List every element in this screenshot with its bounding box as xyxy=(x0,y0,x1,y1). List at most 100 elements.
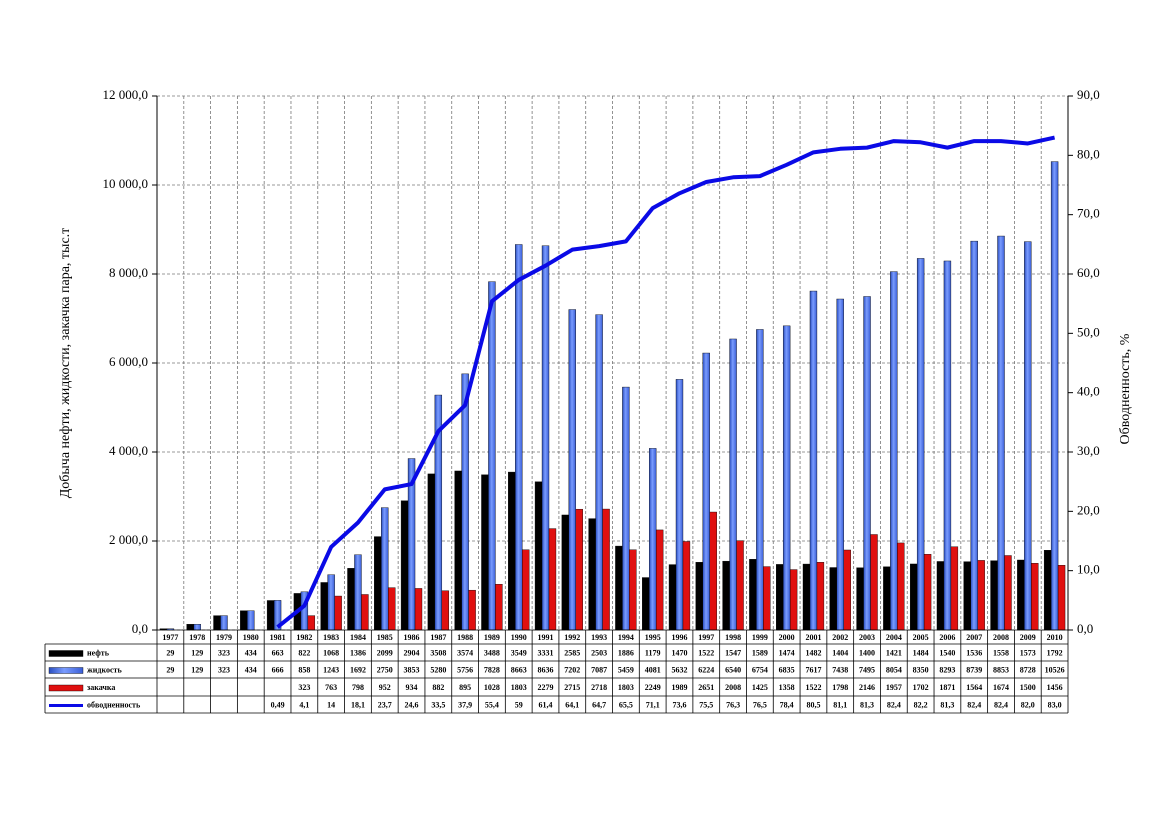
table-cell: 7495 xyxy=(859,665,875,674)
bar xyxy=(508,471,516,631)
x-tick-label: 2000 xyxy=(779,633,795,642)
x-tick-label: 1979 xyxy=(216,633,232,642)
table-cell: 2008 xyxy=(725,683,741,692)
bar xyxy=(963,561,971,631)
x-tick-label: 1985 xyxy=(377,633,393,642)
table-cell: 2904 xyxy=(404,648,420,657)
table-cell: 82,4 xyxy=(967,700,981,709)
table-cell: 2585 xyxy=(564,648,580,657)
y-axis-title: Добыча нефти, жидкости, закачка пара, ты… xyxy=(58,228,73,499)
table-cell: 7617 xyxy=(805,665,821,674)
bar xyxy=(709,511,717,631)
table-cell: 5756 xyxy=(457,665,473,674)
y-tick-label: 6 000,0 xyxy=(109,354,148,369)
bar xyxy=(649,448,657,631)
bar xyxy=(990,560,998,631)
table-cell: 6754 xyxy=(752,665,768,674)
bar xyxy=(414,588,423,631)
x-tick-label: 1981 xyxy=(270,633,286,642)
table-cell: 81,3 xyxy=(940,700,954,709)
table-cell: 1386 xyxy=(350,648,366,657)
table-cell: 7087 xyxy=(591,665,607,674)
table-cell: 82,4 xyxy=(994,700,1008,709)
bar xyxy=(361,594,369,631)
x-tick-label: 1993 xyxy=(591,633,607,642)
y-tick-label: 4 000,0 xyxy=(109,443,148,458)
table-cell: 129 xyxy=(191,665,203,674)
table-cell: 3488 xyxy=(484,648,500,657)
table-cell: 1470 xyxy=(671,648,687,657)
table-cell: 2503 xyxy=(591,648,607,657)
table-cell: 1484 xyxy=(913,648,929,657)
table-cell: 4081 xyxy=(645,665,661,674)
y2-tick-label: 80,0 xyxy=(1077,146,1100,161)
bar xyxy=(736,540,744,631)
bar xyxy=(909,563,918,631)
table-cell: 3549 xyxy=(511,648,527,657)
table-cell: 1028 xyxy=(484,683,500,692)
bar xyxy=(829,567,837,631)
table-cell: 7828 xyxy=(484,665,500,674)
y-tick-label: 0,0 xyxy=(132,621,148,636)
bar xyxy=(307,615,316,631)
x-tick-label: 1991 xyxy=(538,633,554,642)
bar xyxy=(977,560,985,631)
table-cell: 1400 xyxy=(859,648,875,657)
bar xyxy=(1024,241,1032,631)
bar xyxy=(756,329,764,631)
bar xyxy=(247,610,255,631)
bar xyxy=(890,271,898,631)
x-tick-label: 2007 xyxy=(966,633,982,642)
table-cell: 1589 xyxy=(752,648,768,657)
table-cell: 10526 xyxy=(1045,665,1065,674)
line xyxy=(276,135,1056,629)
table-cell: 1068 xyxy=(323,648,339,657)
bar xyxy=(193,624,201,631)
bar xyxy=(213,615,221,631)
x-tick-label: 1996 xyxy=(671,633,687,642)
bar xyxy=(568,309,576,631)
bar xyxy=(789,569,798,631)
table-cell: 434 xyxy=(245,648,257,657)
x-tick-label: 1984 xyxy=(350,633,366,642)
bar xyxy=(1031,563,1039,631)
bar xyxy=(702,352,710,631)
table-cell: 6224 xyxy=(698,665,714,674)
legend-label: жидкость xyxy=(87,665,122,674)
bar xyxy=(541,245,550,631)
bar xyxy=(749,559,757,631)
table-cell: 75,5 xyxy=(699,700,713,709)
table-cell: 76,3 xyxy=(726,700,740,709)
x-tick-label: 1986 xyxy=(404,633,420,642)
table-cell: 3853 xyxy=(404,665,420,674)
table-cell: 1886 xyxy=(618,648,634,657)
bar xyxy=(870,534,878,631)
table-cell: 80,5 xyxy=(806,700,820,709)
table-cell: 61,4 xyxy=(539,700,553,709)
bar xyxy=(897,542,905,631)
table-cell: 1702 xyxy=(913,683,929,692)
x-tick-label: 2003 xyxy=(859,633,875,642)
table-cell: 1474 xyxy=(779,648,795,657)
table-cell: 5280 xyxy=(430,665,446,674)
table-cell: 2099 xyxy=(377,648,393,657)
bar xyxy=(997,235,1005,631)
table-cell: 82,2 xyxy=(914,700,928,709)
table-cell: 76,5 xyxy=(753,700,767,709)
y2-tick-label: 50,0 xyxy=(1077,324,1100,339)
table-cell: 71,1 xyxy=(646,700,660,709)
bar xyxy=(802,563,811,631)
bar xyxy=(266,600,275,631)
x-tick-label: 1982 xyxy=(296,633,312,642)
table-cell: 55,4 xyxy=(485,700,499,709)
bar xyxy=(629,549,637,631)
bar xyxy=(1043,550,1052,631)
y2-tick-label: 40,0 xyxy=(1077,384,1100,399)
bar xyxy=(347,568,355,631)
legend-label: обводненность xyxy=(87,700,141,709)
table-cell: 1558 xyxy=(993,648,1009,657)
table-cell: 1564 xyxy=(966,683,982,692)
x-tick-label: 1978 xyxy=(189,633,205,642)
table-cell: 1425 xyxy=(752,683,768,692)
